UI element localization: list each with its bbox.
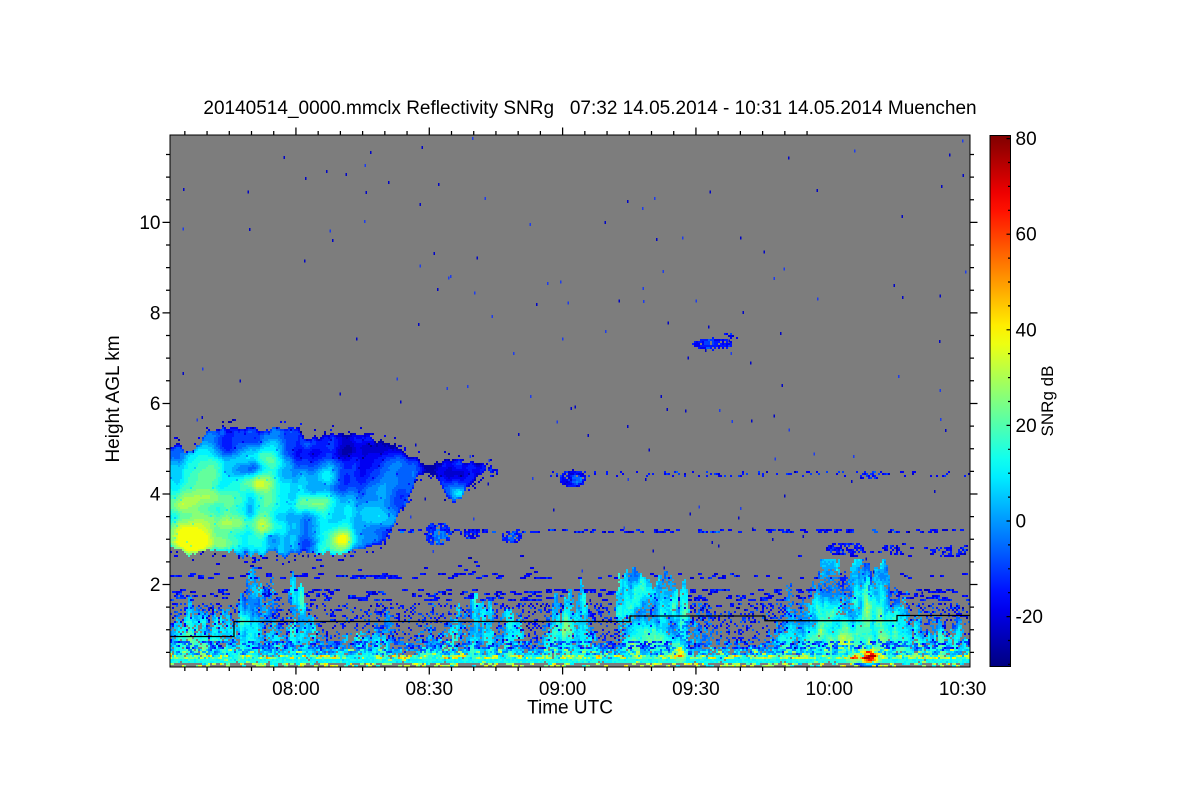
svg-text:20140514_0000.mmclx Reflectivi: 20140514_0000.mmclx Reflectivity SNRg 07… xyxy=(203,98,976,119)
svg-text:20: 20 xyxy=(1016,416,1037,437)
svg-text:8: 8 xyxy=(150,303,161,324)
svg-text:08:30: 08:30 xyxy=(406,679,454,700)
svg-text:SNRg dB: SNRg dB xyxy=(1038,366,1057,437)
svg-text:Time UTC: Time UTC xyxy=(527,698,613,719)
svg-text:09:00: 09:00 xyxy=(539,679,587,700)
svg-text:60: 60 xyxy=(1016,225,1037,246)
svg-text:40: 40 xyxy=(1016,320,1037,341)
svg-text:Height AGL km: Height AGL km xyxy=(103,335,124,462)
svg-text:10:00: 10:00 xyxy=(806,679,854,700)
svg-text:10: 10 xyxy=(139,213,160,234)
svg-text:08:00: 08:00 xyxy=(272,679,320,700)
svg-text:2: 2 xyxy=(150,575,161,596)
svg-text:0: 0 xyxy=(1016,512,1027,533)
svg-text:6: 6 xyxy=(150,394,161,415)
svg-text:09:30: 09:30 xyxy=(672,679,720,700)
svg-text:10:30: 10:30 xyxy=(939,679,987,700)
svg-text:4: 4 xyxy=(150,485,161,506)
svg-text:80: 80 xyxy=(1016,129,1037,150)
svg-text:-20: -20 xyxy=(1016,607,1043,628)
